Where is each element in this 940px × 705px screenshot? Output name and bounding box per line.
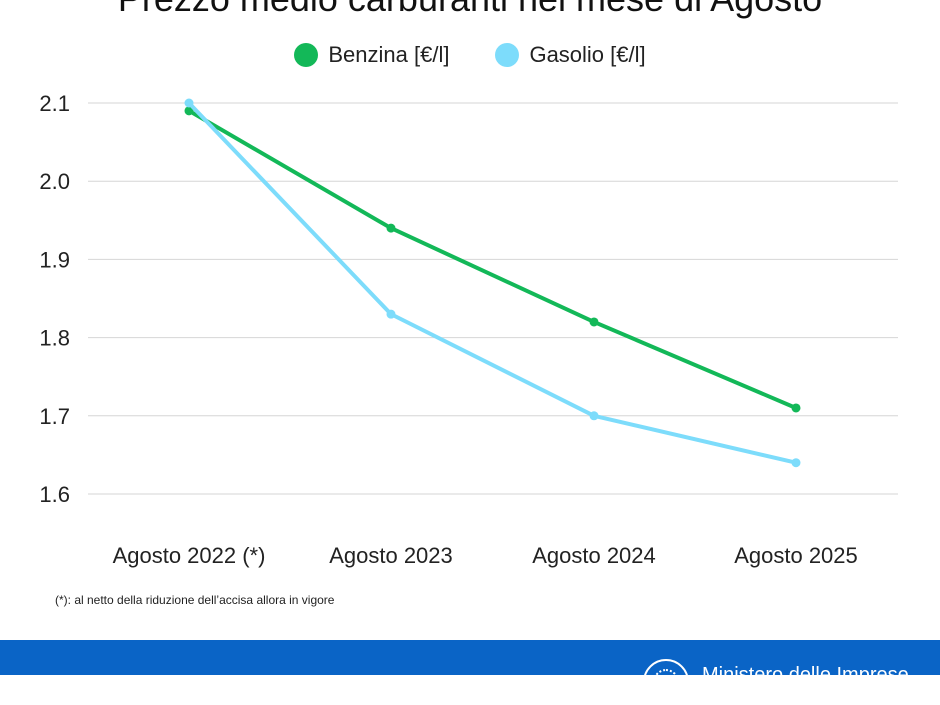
- y-tick-label: 2.1: [39, 91, 70, 116]
- y-tick-label: 1.8: [39, 326, 70, 351]
- x-tick-label: Agosto 2024: [532, 543, 656, 568]
- series-line-0: [187, 108, 798, 410]
- data-point-0-0: [184, 106, 194, 116]
- y-tick-label: 1.9: [39, 247, 70, 272]
- ministry-name: Ministero delle Imprese: [702, 664, 909, 686]
- legend-label-benzina: Benzina [€/l]: [328, 42, 450, 67]
- legend-item-gasolio: Gasolio [€/l]: [495, 42, 646, 68]
- emblem-icon: [643, 659, 689, 705]
- x-tick-label: Agosto 2025: [734, 543, 858, 568]
- legend-marker-gasolio: [495, 43, 520, 67]
- chart-title: Prezzo medio carburanti nel mese di Agos…: [0, 0, 940, 20]
- footer-bar: [0, 640, 940, 675]
- y-tick-label: 1.6: [39, 482, 70, 507]
- legend-label-gasolio: Gasolio [€/l]: [529, 42, 646, 67]
- y-tick-label: 2.0: [39, 169, 70, 194]
- x-tick-label: Agosto 2023: [329, 543, 453, 568]
- data-point-1-1: [386, 309, 396, 319]
- data-point-1-2: [589, 411, 599, 421]
- footnote: (*): al netto della riduzione dell’accis…: [55, 593, 335, 607]
- data-point-1-0: [184, 98, 194, 108]
- data-point-0-1: [386, 223, 396, 233]
- legend-marker-benzina: [294, 43, 319, 67]
- line-chart: 2.1 2.0 1.9 1.8 1.7 1.6 Agosto 2022 (*) Agosto …: [39, 91, 898, 568]
- legend: Benzina [€/l] Gasolio [€/l]: [0, 42, 940, 68]
- legend-item-benzina: Benzina [€/l]: [294, 42, 449, 68]
- series-line-1: [187, 101, 798, 465]
- data-point-1-3: [791, 458, 801, 468]
- y-tick-label: 1.7: [39, 404, 70, 429]
- x-tick-label: Agosto 2022 (*): [113, 543, 266, 568]
- data-point-0-3: [791, 403, 801, 413]
- data-point-0-2: [589, 317, 599, 327]
